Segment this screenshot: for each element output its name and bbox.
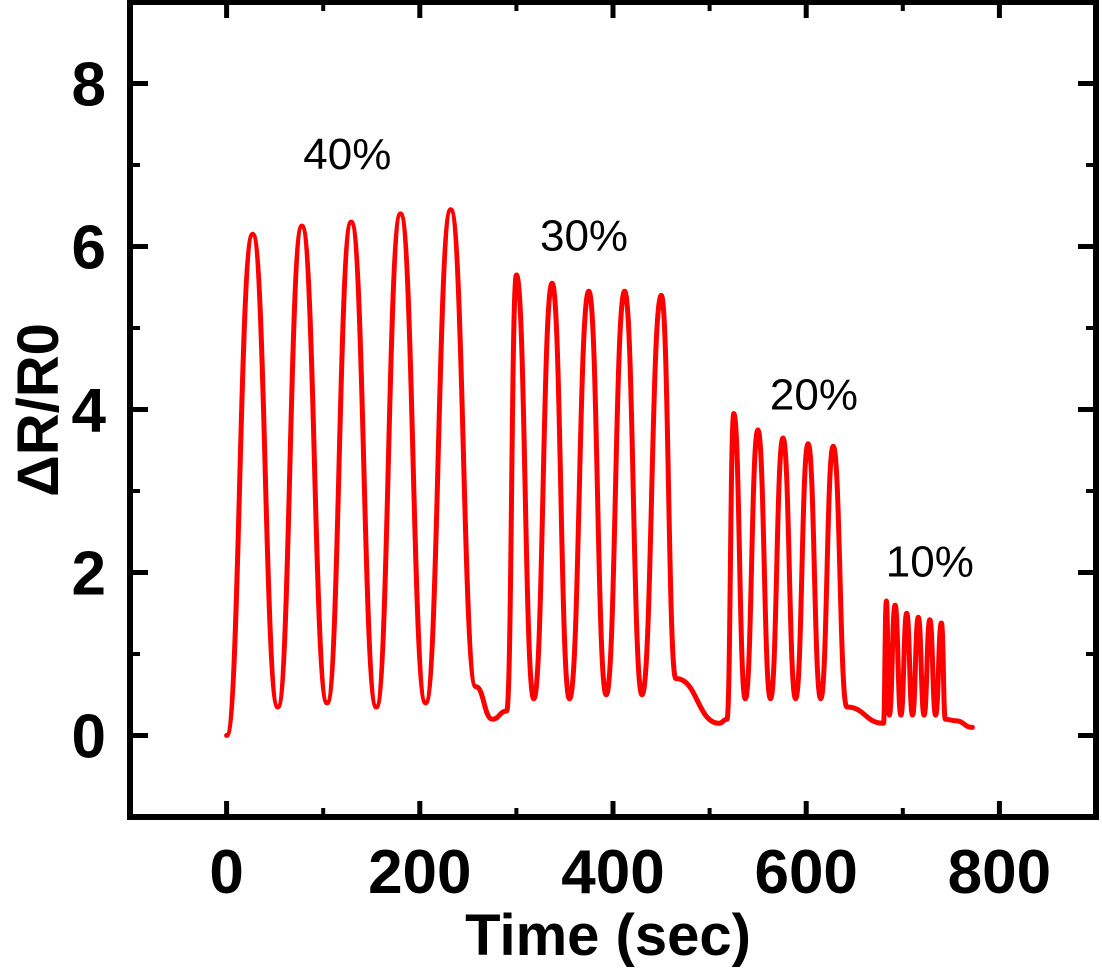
y-tick-label: 0 <box>72 703 106 772</box>
annotation-label: 40% <box>303 130 391 179</box>
y-tick-label: 8 <box>72 51 106 120</box>
x-axis-title: Time (sec) <box>465 903 751 968</box>
y-axis-title: ΔR/R0 <box>6 323 71 497</box>
series-layer <box>224 207 975 738</box>
y-tick-label: 4 <box>72 377 107 446</box>
x-tick-label: 600 <box>754 838 857 907</box>
x-tick-label: 800 <box>948 838 1051 907</box>
y-tick-label: 2 <box>72 540 106 609</box>
axis-tick-labels: 0 200 400 600 800 0 2 4 6 8 <box>72 51 1052 908</box>
x-tick-label: 200 <box>368 838 471 907</box>
annotations: 40% 30% 20% 10% <box>303 130 974 587</box>
x-tick-label: 400 <box>561 838 664 907</box>
series-line <box>224 207 975 738</box>
annotation-label: 30% <box>540 212 628 261</box>
axis-ticks <box>130 2 1096 817</box>
x-tick-label: 0 <box>209 838 243 907</box>
annotation-label: 10% <box>886 538 974 587</box>
y-tick-label: 6 <box>72 214 106 283</box>
annotation-label: 20% <box>770 371 858 420</box>
